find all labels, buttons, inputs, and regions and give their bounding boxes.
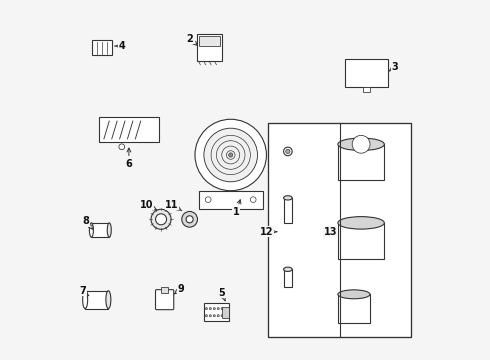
Ellipse shape	[338, 217, 384, 229]
Bar	[85, 291, 108, 309]
Text: 7: 7	[79, 286, 89, 296]
Circle shape	[352, 135, 370, 153]
Circle shape	[205, 307, 207, 310]
Bar	[197, 35, 222, 61]
Circle shape	[204, 128, 258, 182]
Circle shape	[205, 197, 211, 203]
Text: 3: 3	[389, 63, 398, 72]
Circle shape	[286, 149, 290, 154]
Text: 12: 12	[260, 227, 277, 237]
Circle shape	[155, 214, 167, 225]
Ellipse shape	[284, 267, 292, 271]
Ellipse shape	[338, 290, 370, 299]
Text: 9: 9	[174, 284, 184, 294]
Circle shape	[195, 119, 267, 191]
Bar	[222, 307, 229, 318]
Circle shape	[205, 315, 207, 317]
Circle shape	[186, 216, 193, 223]
Ellipse shape	[284, 196, 292, 200]
Circle shape	[284, 147, 292, 156]
Bar	[92, 40, 112, 55]
Text: 13: 13	[323, 227, 339, 237]
Text: 1: 1	[233, 200, 241, 217]
Bar	[92, 223, 109, 237]
Bar	[284, 198, 292, 223]
Bar	[98, 117, 159, 143]
Ellipse shape	[107, 223, 111, 237]
Circle shape	[217, 307, 220, 310]
Text: 10: 10	[141, 200, 157, 210]
Bar	[161, 287, 168, 293]
Circle shape	[228, 153, 233, 157]
Circle shape	[221, 307, 223, 310]
Circle shape	[209, 315, 211, 317]
Bar	[338, 223, 384, 258]
Text: 5: 5	[219, 288, 225, 301]
Text: 2: 2	[187, 34, 197, 45]
Circle shape	[182, 211, 197, 227]
FancyBboxPatch shape	[155, 290, 174, 310]
Bar	[363, 87, 370, 93]
Text: 6: 6	[125, 148, 132, 169]
Ellipse shape	[89, 223, 94, 237]
Circle shape	[217, 315, 220, 317]
Bar	[198, 191, 263, 208]
Bar	[338, 294, 370, 323]
Text: 4: 4	[115, 41, 125, 51]
Circle shape	[213, 315, 215, 317]
Text: 8: 8	[83, 216, 93, 229]
Text: 11: 11	[166, 200, 182, 211]
Circle shape	[221, 315, 223, 317]
Circle shape	[119, 144, 124, 150]
Circle shape	[250, 197, 256, 203]
Circle shape	[213, 307, 215, 310]
Bar	[268, 123, 411, 337]
Bar	[204, 303, 229, 321]
Bar	[198, 36, 220, 46]
Circle shape	[151, 209, 171, 229]
Bar	[284, 269, 292, 287]
Ellipse shape	[83, 291, 88, 309]
Bar	[338, 144, 384, 180]
Circle shape	[209, 307, 211, 310]
Ellipse shape	[338, 138, 384, 150]
Bar	[345, 59, 388, 87]
Ellipse shape	[106, 291, 111, 309]
